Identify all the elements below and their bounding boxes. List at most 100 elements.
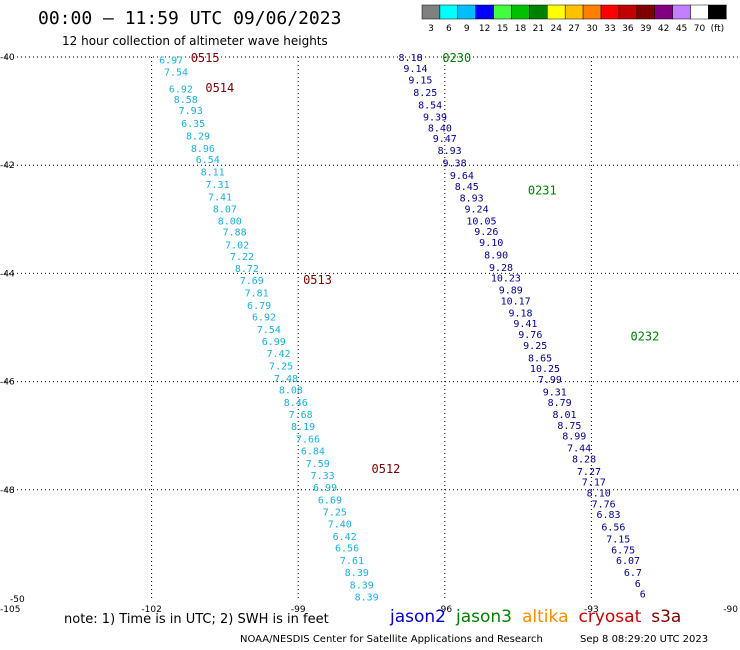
wave-height-point: 7.69 — [240, 276, 264, 287]
grid-lines — [5, 56, 738, 598]
color-swatch — [421, 4, 441, 20]
footer-timestamp: Sep 8 08:29:20 UTC 2023 — [580, 634, 709, 645]
wave-height-point: 6.35 — [181, 119, 205, 130]
wave-height-point: 8.08 — [279, 386, 303, 397]
wave-height-point: 8.58 — [174, 95, 198, 106]
color-bar: 3 6 9 12 15 18 21 24 27 30 33 36 39 42 45 70 (ft) — [421, 4, 727, 34]
wave-height-point: 8.45 — [455, 182, 479, 193]
wave-height-point: 7.25 — [323, 507, 347, 518]
wave-height-point: 7.66 — [296, 434, 320, 445]
wave-height-values: 6.977.546.928.587.936.358.298.966.548.11… — [159, 53, 646, 603]
wave-height-point: 6.84 — [301, 446, 325, 457]
y-tick-label: -44 — [0, 269, 15, 279]
y-tick-label: -50 — [10, 595, 25, 605]
color-label: 12 — [479, 24, 490, 34]
wave-height-point: 7.68 — [289, 410, 313, 421]
x-tick-label: -102 — [141, 605, 161, 615]
wave-height-point: 9.31 — [543, 387, 567, 398]
wave-height-point: 8.39 — [350, 580, 374, 591]
wave-height-point: 6.79 — [247, 301, 271, 312]
wave-height-point: 7.17 — [582, 478, 606, 489]
wave-height-point: 7.15 — [606, 534, 630, 545]
wave-height-point: 6.99 — [262, 337, 286, 348]
color-swatch — [690, 4, 709, 20]
wave-height-point: 7.33 — [311, 471, 335, 482]
pass-time-label: 0513 — [303, 273, 332, 287]
color-swatch — [654, 4, 673, 20]
time-annotations: 0515 0514 0513 0512 0230 0231 0232 — [191, 51, 660, 476]
pass-time-label: 0230 — [442, 51, 471, 65]
color-swatch — [475, 4, 494, 20]
wave-height-point: 7.99 — [538, 375, 562, 386]
color-label: 42 — [658, 24, 669, 34]
wave-height-point: 7.22 — [230, 252, 254, 263]
color-swatch — [618, 4, 638, 20]
wave-height-point: 8.39 — [345, 568, 369, 579]
wave-height-point: 10.05 — [466, 216, 496, 227]
pass-time-label: 0512 — [372, 462, 401, 476]
color-label: 27 — [568, 24, 579, 34]
wave-height-point: 9.38 — [443, 158, 467, 169]
wave-height-point: 6.97 — [159, 56, 183, 67]
wave-height-point: 9.15 — [408, 76, 432, 87]
wave-height-point: 7.41 — [208, 193, 232, 204]
wave-height-point: 8.18 — [399, 53, 423, 64]
color-swatch — [511, 4, 530, 20]
wave-height-point: 6.83 — [596, 510, 620, 521]
color-swatch — [529, 4, 548, 20]
wave-height-point: 7.59 — [306, 459, 330, 470]
color-label: 45 — [676, 24, 687, 34]
wave-height-point: 10.25 — [530, 364, 560, 375]
wave-height-point: 8.46 — [284, 398, 308, 409]
wave-height-point: 8.79 — [548, 398, 572, 409]
wave-height-point: 7.02 — [225, 241, 249, 252]
satellite-legend: jason2 jason3 altika cryosat s3a — [390, 607, 691, 627]
wave-height-point: 6.54 — [196, 155, 220, 166]
wave-height-point: 8.75 — [557, 421, 581, 432]
footer-note: note: 1) Time is in UTC; 2) SWH is in fe… — [64, 612, 329, 627]
wave-height-point: 8.00 — [218, 216, 242, 227]
y-tick-label: -42 — [0, 161, 15, 171]
wave-height-point: 10.17 — [501, 296, 531, 307]
wave-height-point: 6.92 — [252, 313, 276, 324]
footer-credit: NOAA/NESDIS Center for Satellite Applica… — [240, 634, 543, 645]
wave-height-point: 9.24 — [465, 204, 489, 215]
satellite-legend-item: altika — [522, 607, 569, 627]
wave-height-point: 8.10 — [587, 489, 611, 500]
wave-height-point: 6.56 — [335, 544, 359, 555]
wave-height-point: 7.27 — [577, 467, 601, 478]
color-label: 6 — [446, 24, 452, 34]
wave-height-point: 8.90 — [484, 250, 508, 261]
wave-height-point: 9.26 — [474, 227, 498, 238]
color-label: 30 — [586, 24, 598, 34]
wave-height-point: 8.07 — [213, 204, 237, 215]
color-label: 9 — [464, 24, 470, 34]
color-swatch — [708, 4, 727, 20]
color-swatch — [457, 4, 476, 20]
color-label: 36 — [622, 24, 634, 34]
wave-height-point: 8.99 — [562, 432, 586, 443]
wave-height-point: 8.01 — [552, 410, 576, 421]
wave-height-point: 8.29 — [186, 131, 210, 142]
color-label: 39 — [640, 24, 652, 34]
wave-height-point: 9.64 — [450, 171, 474, 182]
wave-height-point: 6 — [635, 579, 641, 590]
wave-height-point: 6.92 — [169, 84, 193, 95]
color-swatch — [493, 4, 512, 20]
color-swatch — [600, 4, 620, 20]
wave-height-point: 9.47 — [433, 134, 457, 145]
pass-time-label: 0514 — [205, 81, 234, 95]
satellite-legend-item: jason2 — [390, 607, 446, 627]
axis-ticks: -40 -42 -44 -46 -48 -50-105 -102 -99 -96 -93 -90 — [0, 53, 738, 615]
wave-height-point: 8.96 — [191, 144, 215, 155]
color-swatch — [564, 4, 584, 20]
color-label: 70 — [694, 24, 706, 34]
wave-height-point: 6 — [640, 590, 646, 601]
color-swatch — [636, 4, 655, 20]
wave-height-point: 8.54 — [418, 101, 442, 112]
wave-height-point: 8.25 — [413, 88, 437, 99]
wave-height-point: 7.54 — [164, 68, 188, 79]
pass-time-label: 0231 — [528, 184, 557, 198]
color-swatch — [672, 4, 691, 20]
